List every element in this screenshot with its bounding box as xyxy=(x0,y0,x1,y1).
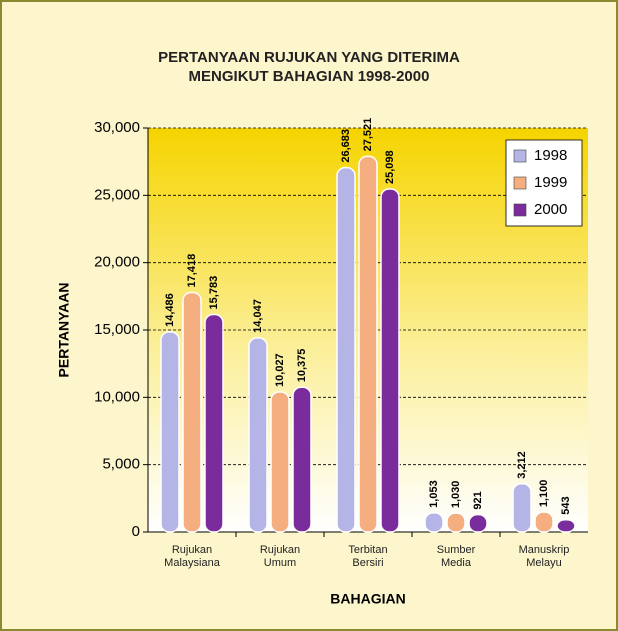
value-label: 543 xyxy=(560,496,572,514)
value-label: 25,098 xyxy=(384,150,396,184)
legend-label: 1998 xyxy=(534,147,567,164)
y-tick-label: 15,000 xyxy=(94,321,140,338)
value-label: 1,053 xyxy=(428,480,440,508)
x-tick-label: Manuskrip Melayu xyxy=(518,544,570,569)
bar xyxy=(468,513,488,533)
value-label: 14,486 xyxy=(164,293,176,327)
bar xyxy=(336,166,356,533)
value-label: 27,521 xyxy=(362,118,374,152)
value-label: 17,418 xyxy=(186,254,198,288)
value-label: 14,047 xyxy=(252,299,264,333)
value-label: 15,783 xyxy=(208,276,220,310)
bar xyxy=(270,391,290,533)
value-label: 1,030 xyxy=(450,481,462,509)
y-tick-label: 25,000 xyxy=(94,186,140,203)
y-tick-label: 10,000 xyxy=(94,388,140,405)
value-label: 1,100 xyxy=(538,480,550,508)
y-tick-label: 30,000 xyxy=(94,119,140,136)
y-tick-label: 20,000 xyxy=(94,254,140,271)
value-label: 921 xyxy=(472,491,484,509)
x-tick-label: Sumber Media xyxy=(436,544,476,569)
legend-label: 1999 xyxy=(534,174,567,191)
x-axis-label: BAHAGIAN xyxy=(330,591,405,607)
x-tick-label: Terbitan Bersiri xyxy=(348,544,388,569)
y-axis-label: PERTANYAAN xyxy=(56,283,72,378)
bar xyxy=(182,291,202,533)
bar xyxy=(292,386,312,533)
bar xyxy=(358,155,378,533)
legend-swatch xyxy=(513,203,527,217)
value-label: 10,027 xyxy=(274,353,286,387)
legend-swatch xyxy=(513,149,527,163)
value-label: 3,212 xyxy=(516,451,528,479)
y-tick-label: 5,000 xyxy=(102,456,140,473)
bar xyxy=(380,188,400,533)
x-tick-label: Rujukan Umum xyxy=(259,544,301,569)
bar xyxy=(534,511,554,533)
y-tick-label: 0 xyxy=(132,523,140,540)
legend-swatch xyxy=(513,176,527,190)
x-tick-label: Rujukan Malaysiana xyxy=(164,544,220,569)
chart-title: PERTANYAAN RUJUKAN YANG DITERIMA MENGIKU… xyxy=(158,49,460,85)
bar xyxy=(446,512,466,533)
bar xyxy=(204,313,224,533)
bar xyxy=(556,518,576,533)
legend-label: 2000 xyxy=(534,201,567,218)
bar xyxy=(248,337,268,533)
value-label: 10,375 xyxy=(296,349,308,383)
bar xyxy=(512,482,532,533)
value-label: 26,683 xyxy=(340,129,352,163)
bar xyxy=(160,331,180,533)
bar xyxy=(424,512,444,533)
